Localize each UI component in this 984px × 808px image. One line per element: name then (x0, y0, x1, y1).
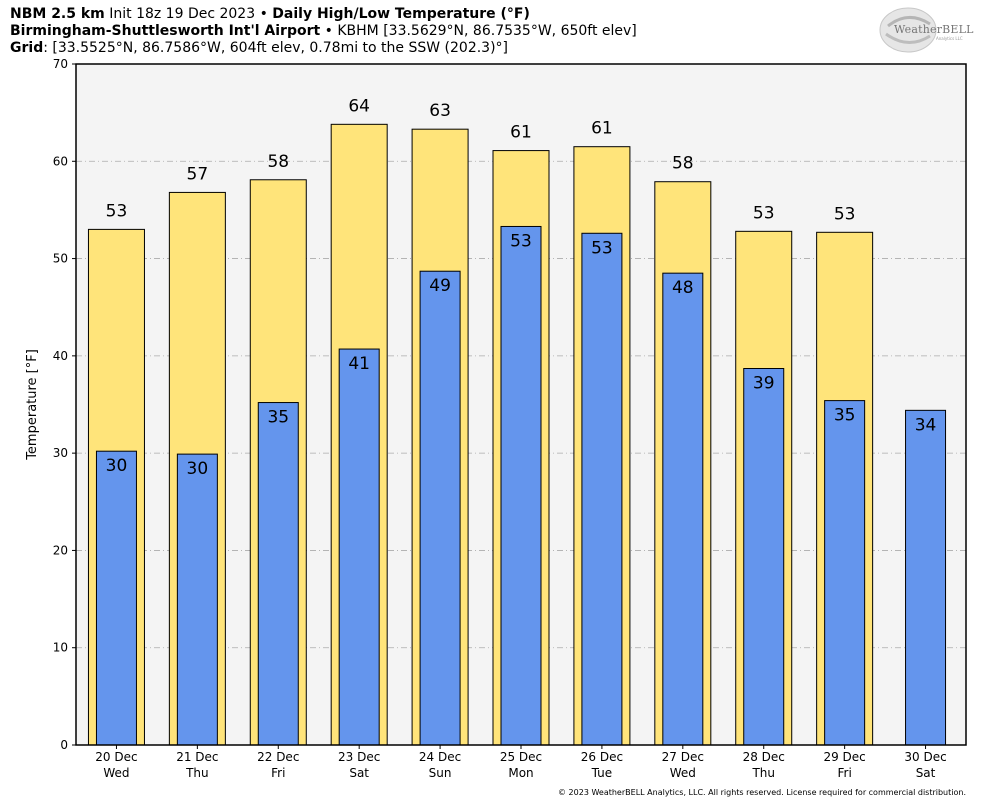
x-tick-date-label: 26 Dec (581, 750, 623, 764)
low-value-label: 34 (915, 415, 937, 435)
low-bar (419, 270, 461, 746)
low-value-label: 49 (429, 276, 451, 296)
y-tick-label: 40 (53, 349, 68, 363)
grid-info: : [33.5525°N, 86.7586°W, 604ft elev, 0.7… (43, 40, 509, 56)
y-tick-label: 60 (53, 154, 68, 168)
x-tick-day-label: Wed (103, 766, 129, 780)
logo-swirl-icon (879, 7, 937, 53)
high-value-label: 61 (510, 123, 532, 143)
low-bar (743, 368, 785, 746)
separator: • (324, 23, 333, 39)
x-tick-date-label: 21 Dec (176, 750, 218, 764)
high-value-label: 63 (429, 101, 451, 121)
low-value-label: 53 (510, 231, 532, 251)
copyright-footer: © 2023 WeatherBELL Analytics, LLC. All r… (558, 788, 966, 797)
station-info: KBHM [33.5629°N, 86.7535°W, 650ft elev] (337, 23, 637, 39)
x-tick-date-label: 24 Dec (419, 750, 461, 764)
y-tick-label: 50 (53, 252, 68, 266)
x-tick-date-label: 29 Dec (823, 750, 865, 764)
low-bar (905, 409, 947, 746)
high-value-label: 53 (834, 204, 856, 224)
x-tick-day-label: Fri (837, 766, 851, 780)
plot-frame (75, 63, 967, 746)
high-value-label: 61 (591, 119, 613, 139)
x-tick-day-label: Tue (591, 766, 613, 780)
x-tick-day-label: Fri (271, 766, 285, 780)
high-value-label: 58 (672, 154, 694, 174)
x-tick-date-label: 25 Dec (500, 750, 542, 764)
header-line-1: NBM 2.5 km Init 18z 19 Dec 2023 • Daily … (10, 6, 637, 23)
y-tick-label: 20 (53, 543, 68, 557)
x-tick-date-label: 30 Dec (904, 750, 946, 764)
low-bar (662, 272, 704, 746)
low-value-label: 41 (348, 354, 370, 374)
chart-header: NBM 2.5 km Init 18z 19 Dec 2023 • Daily … (10, 6, 637, 57)
high-value-label: 53 (753, 203, 775, 223)
header-line-3: Grid: [33.5525°N, 86.7586°W, 604ft elev,… (10, 40, 637, 57)
low-value-label: 53 (591, 238, 613, 258)
x-tick-date-label: 20 Dec (95, 750, 137, 764)
low-bar (257, 402, 299, 746)
y-tick-label: 70 (53, 57, 68, 71)
low-bar (824, 400, 866, 746)
low-value-label: 48 (672, 278, 694, 298)
y-axis-label: Temperature [°F] (25, 349, 40, 461)
low-value-label: 30 (187, 459, 209, 479)
x-tick-date-label: 23 Dec (338, 750, 380, 764)
y-tick-label: 10 (53, 641, 68, 655)
high-value-label: 58 (267, 152, 289, 172)
logo-text: WeatherBELL (894, 23, 974, 36)
x-tick-day-label: Thu (185, 766, 209, 780)
logo-subtext: Analytics LLC (936, 36, 963, 41)
separator: • (259, 6, 268, 22)
low-value-label: 30 (106, 456, 128, 476)
x-tick-day-label: Sun (429, 766, 452, 780)
weatherbell-logo: WeatherBELL Analytics LLC (878, 6, 973, 54)
low-bar (95, 450, 137, 746)
x-tick-date-label: 28 Dec (743, 750, 785, 764)
x-tick-day-label: Mon (508, 766, 533, 780)
x-tick-day-label: Sat (916, 766, 936, 780)
low-bar (338, 348, 380, 746)
x-tick-date-label: 27 Dec (662, 750, 704, 764)
station-name: Birmingham-Shuttlesworth Int'l Airport (10, 23, 321, 39)
low-value-label: 35 (267, 408, 289, 428)
grid-label: Grid (10, 40, 44, 56)
chart-title: Daily High/Low Temperature (°F) (272, 6, 530, 22)
x-tick-day-label: Thu (751, 766, 775, 780)
x-tick-day-label: Sat (349, 766, 369, 780)
high-value-label: 57 (187, 164, 209, 184)
low-bar (500, 225, 542, 746)
y-tick-label: 30 (53, 446, 68, 460)
model-name: NBM 2.5 km (10, 6, 105, 22)
low-bar (581, 232, 623, 746)
high-value-label: 53 (106, 201, 128, 221)
low-bar (176, 453, 218, 746)
y-tick-label: 0 (60, 738, 68, 752)
x-tick-day-label: Wed (670, 766, 696, 780)
init-time: Init 18z 19 Dec 2023 (109, 6, 256, 22)
header-line-2: Birmingham-Shuttlesworth Int'l Airport •… (10, 23, 637, 40)
x-tick-date-label: 22 Dec (257, 750, 299, 764)
low-value-label: 39 (753, 374, 775, 394)
high-value-label: 64 (348, 96, 370, 116)
low-value-label: 35 (834, 406, 856, 426)
